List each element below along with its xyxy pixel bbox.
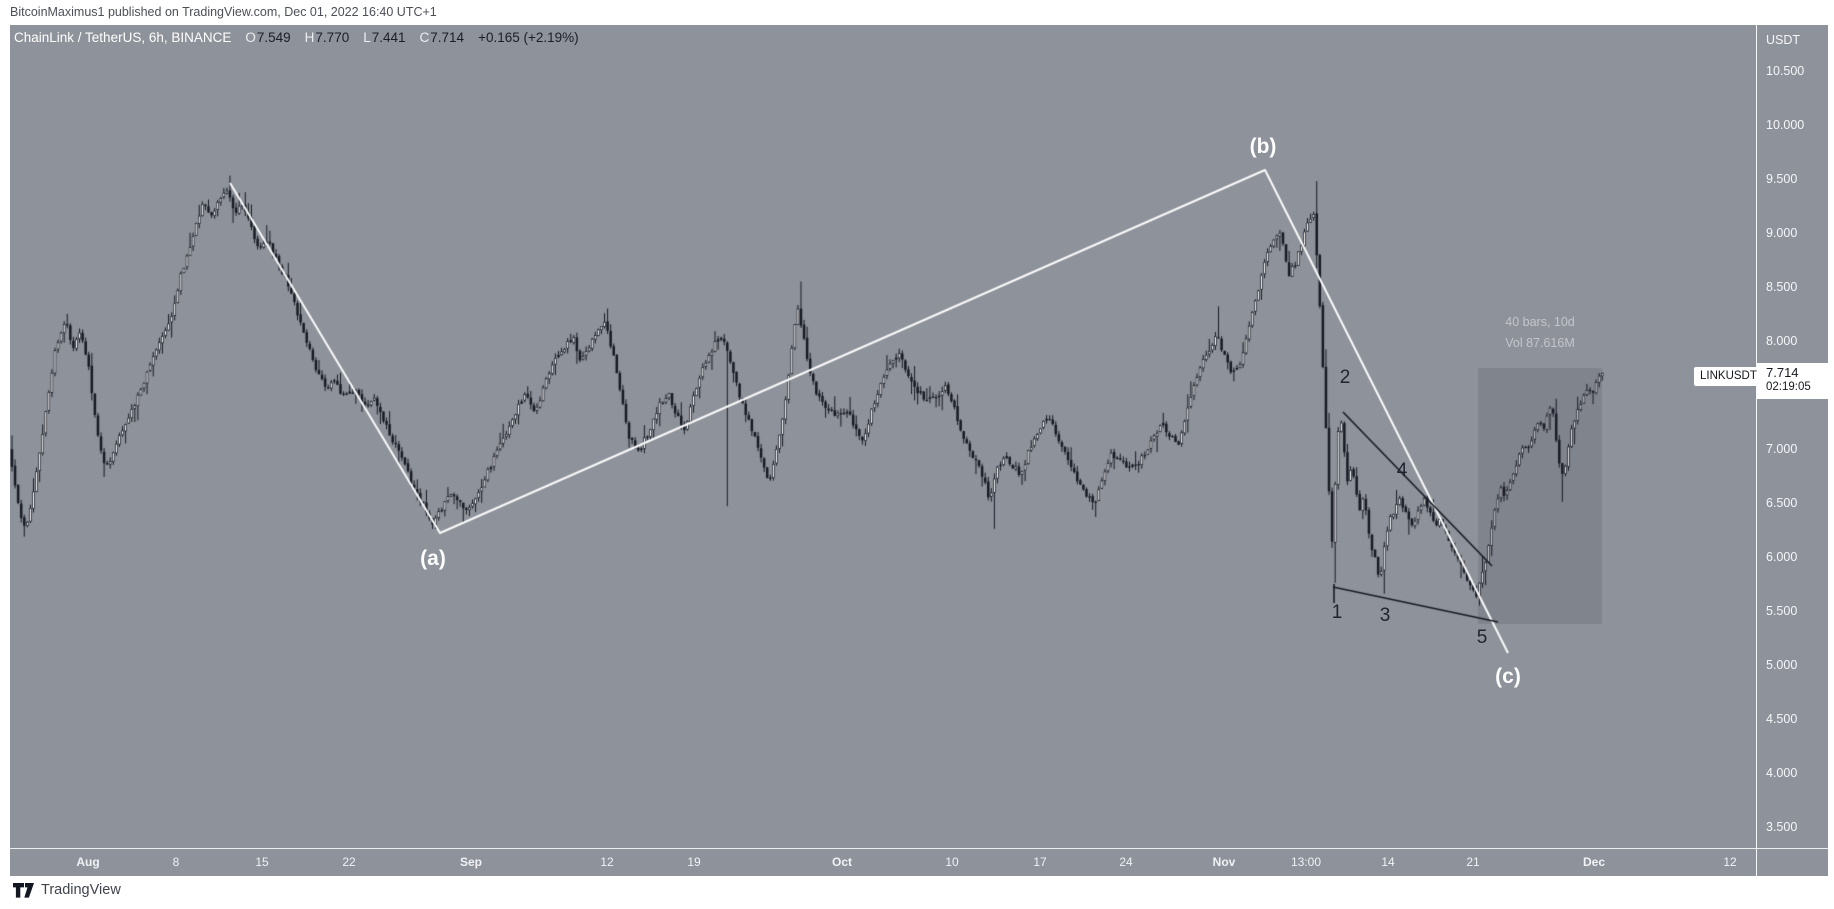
price-axis-currency: USDT <box>1766 33 1801 47</box>
tradingview-logo-icon <box>13 882 34 898</box>
candlestick-canvas[interactable] <box>10 25 1756 848</box>
publish-info: BitcoinMaximus1 published on TradingView… <box>10 5 437 19</box>
wave-letter-label: (c) <box>1495 665 1521 688</box>
price-tick-label: 6.500 <box>1766 496 1798 510</box>
time-tick-label: 15 <box>255 855 269 869</box>
price-tick-label: 6.000 <box>1766 550 1798 564</box>
time-tick-label: Aug <box>76 855 100 869</box>
price-tick-label: 8.500 <box>1766 280 1798 294</box>
last-price: 7.714 <box>1766 365 1799 380</box>
time-tick-label: Nov <box>1212 855 1236 869</box>
symbol-price-tag: LINKUSDT <box>1694 367 1763 386</box>
legend-low: L7.441 <box>363 29 406 45</box>
symbol-legend[interactable]: ChainLink / TetherUS, 6h, BINANCE O7.549… <box>14 28 579 46</box>
price-tick-label: 9.500 <box>1766 172 1798 186</box>
bar-countdown: 02:19:05 <box>1766 381 1811 393</box>
time-tick-label: 8 <box>172 855 180 869</box>
time-tick-label: 22 <box>342 855 356 869</box>
legend-open: O7.549 <box>245 29 291 45</box>
price-axis-separator <box>1756 25 1757 876</box>
time-tick-label: 21 <box>1466 855 1480 869</box>
price-tick-label: 5.500 <box>1766 604 1798 618</box>
price-tick-label: 10.000 <box>1766 118 1805 132</box>
time-tick-label: Oct <box>831 855 853 869</box>
time-tick-label: 14 <box>1381 855 1395 869</box>
tradingview-wordmark: TradingView <box>41 882 121 898</box>
price-tick-label: 9.000 <box>1766 226 1798 240</box>
legend-high: H7.770 <box>304 29 350 45</box>
time-axis-separator <box>10 848 1828 849</box>
time-tick-label: 10 <box>945 855 959 869</box>
price-tick-label: 4.000 <box>1766 766 1798 780</box>
legend-close: C7.714 <box>419 29 465 45</box>
time-tick-label: Sep <box>459 855 483 869</box>
wave-number-label: 5 <box>1476 627 1488 648</box>
last-price-box: 7.714 02:19:05 <box>1757 363 1828 399</box>
measure-bars-text: 40 bars, 10d <box>1505 315 1575 329</box>
price-tick-label: 10.500 <box>1766 64 1805 78</box>
wave-number-label: 4 <box>1396 460 1408 481</box>
time-tick-label: 13:00 <box>1290 855 1322 869</box>
time-tick-label: 17 <box>1033 855 1047 869</box>
time-tick-label: 19 <box>687 855 701 869</box>
price-tick-label: 8.000 <box>1766 334 1798 348</box>
wave-letter-label: (b) <box>1249 135 1277 158</box>
price-tick-label: 5.000 <box>1766 658 1798 672</box>
price-tick-label: 7.000 <box>1766 442 1798 456</box>
publish-info-bar: BitcoinMaximus1 published on TradingView… <box>0 0 1834 25</box>
measure-volume-text: Vol 87.616M <box>1505 336 1575 350</box>
wave-letter-label: (a) <box>420 547 446 570</box>
wave-number-label: 3 <box>1379 605 1391 626</box>
time-tick-label: 12 <box>600 855 614 869</box>
time-tick-label: Dec <box>1582 855 1606 869</box>
footer-bar: TradingView <box>0 876 1834 909</box>
wave-number-label: 2 <box>1339 367 1351 388</box>
time-tick-label: 24 <box>1119 855 1133 869</box>
price-tick-label: 3.500 <box>1766 820 1798 834</box>
legend-change: +0.165 (+2.19%) <box>478 29 579 45</box>
tradingview-link[interactable]: TradingView <box>13 882 121 898</box>
measure-box-label: 40 bars, 10d Vol 87.616M <box>1470 312 1610 354</box>
wave-number-label: 1 <box>1331 602 1343 623</box>
price-tick-label: 4.500 <box>1766 712 1798 726</box>
legend-symbol: ChainLink / TetherUS, 6h, BINANCE <box>14 29 232 45</box>
time-tick-label: 12 <box>1723 855 1737 869</box>
